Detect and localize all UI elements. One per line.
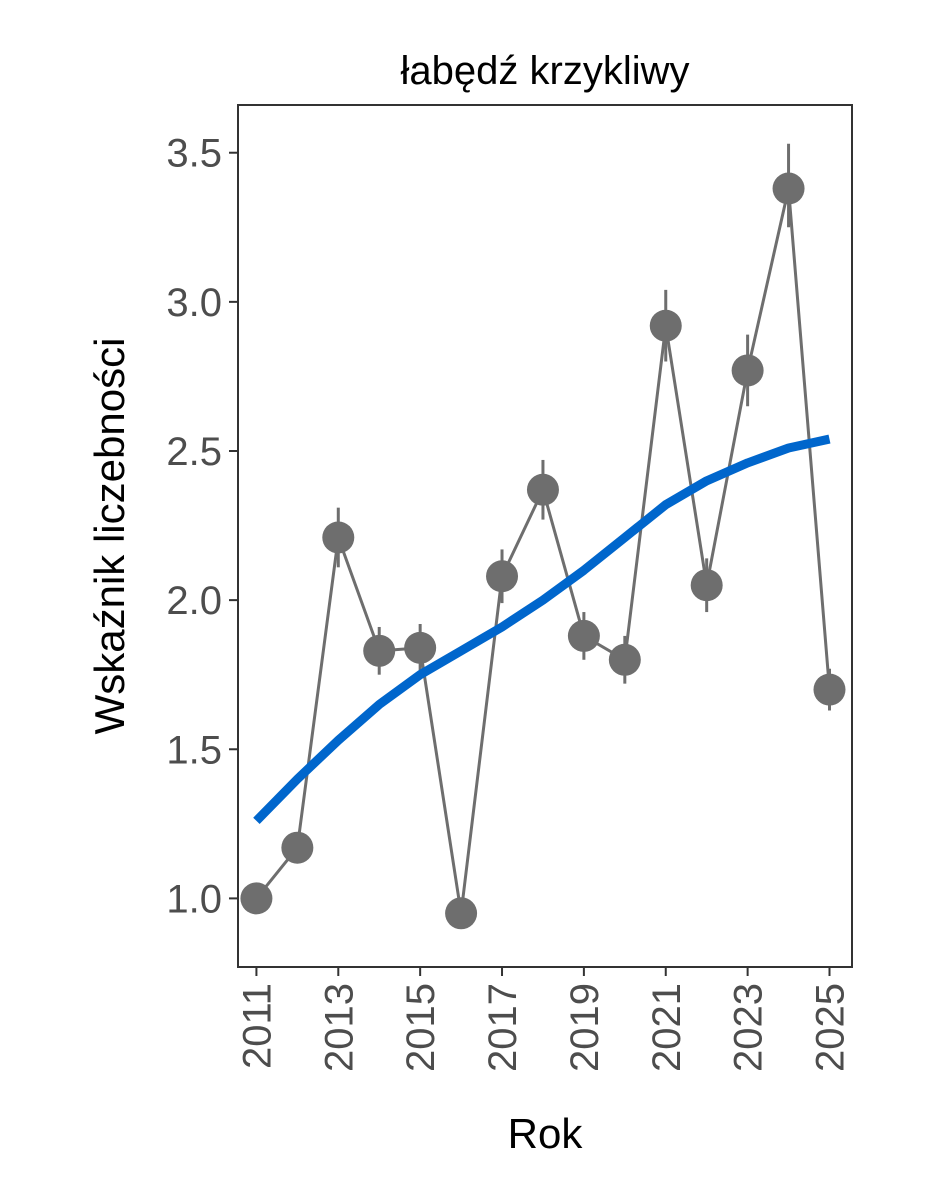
y-tick-label: 1.5 (166, 728, 222, 772)
y-tick-label: 1.0 (166, 877, 222, 921)
y-tick-label: 3.0 (166, 281, 222, 325)
x-tick-label: 2013 (317, 983, 361, 1072)
data-point (486, 560, 519, 593)
x-axis: 2011 2013 2015 2017 2019 2021 2023 2025 (235, 967, 852, 1072)
x-axis-title: Rok (508, 1110, 584, 1157)
x-tick-label: 2021 (645, 983, 689, 1072)
y-tick-label: 2.5 (166, 430, 222, 474)
data-point (240, 882, 273, 915)
y-axis-title: Wskaźnik liczebności (86, 338, 133, 735)
trend-line (253, 434, 831, 824)
data-point (649, 309, 682, 342)
x-tick-label: 2025 (808, 983, 852, 1072)
data-point (608, 643, 641, 676)
x-tick-label: 2017 (481, 983, 525, 1072)
data-point (281, 831, 314, 864)
data-point (690, 569, 723, 602)
data-point (445, 897, 478, 930)
y-axis: 1.0 1.5 2.0 2.5 3.0 3.5 (166, 132, 238, 921)
data-point (813, 673, 846, 706)
data-point (567, 619, 600, 652)
data-point (404, 631, 437, 664)
data-point (363, 634, 396, 667)
data-point (772, 172, 805, 205)
plot-marks (240, 143, 846, 930)
x-tick-label: 2023 (727, 983, 771, 1072)
chart-title: łabędź krzykliwy (401, 49, 690, 93)
y-tick-label: 2.0 (166, 579, 222, 623)
x-tick-label: 2019 (563, 983, 607, 1072)
data-point (526, 473, 559, 506)
data-point (322, 521, 355, 554)
x-tick-label: 2015 (399, 983, 443, 1072)
data-point (731, 354, 764, 387)
y-tick-label: 3.5 (166, 132, 222, 176)
x-tick-label: 2011 (235, 983, 279, 1069)
